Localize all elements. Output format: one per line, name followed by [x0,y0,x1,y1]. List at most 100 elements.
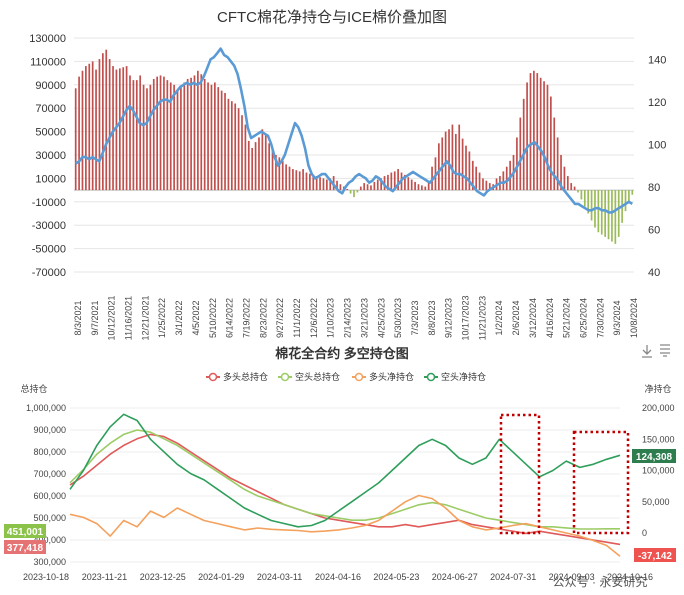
net-position-bar [349,190,352,194]
net-position-bar [95,69,97,191]
net-position-bar [98,59,101,191]
net-position-bar [159,75,162,191]
bottom-left-tick-label: 900,000 [33,425,66,435]
net-position-bar [207,82,209,191]
net-position-bar [261,129,264,191]
net-position-bar [326,179,328,191]
net-position-bar [427,180,430,191]
net-position-bar [410,179,413,191]
net-position-bar [438,143,440,191]
long-total-value-label-badge [4,540,46,554]
long-net-value-label-badge [634,548,676,562]
bottom-left-tick-label: 1,000,000 [26,403,66,413]
top-left-tick-label: 90000 [35,80,66,92]
top-x-tick-label: 12/21/2021 [140,295,150,340]
short-total-value-label: 451,001 [7,527,44,538]
net-position-bar [614,190,617,244]
top-x-tick-label: 11/1/2022 [292,298,302,337]
net-position-bar [329,178,332,191]
net-position-bar [366,184,369,191]
top-x-tick-label: 9/7/2021 [90,300,100,335]
net-position-bar [441,137,444,191]
top-x-tick-label: 10/12/2021 [107,295,117,340]
net-position-bar [536,73,539,191]
top-x-tick-label: 5/10/2022 [208,298,218,338]
net-position-bar [461,138,464,191]
net-position-bar [458,124,461,191]
bottom-x-tick-label: 2024-03-11 [257,572,302,582]
net-position-bar [424,186,427,191]
net-position-bar [146,88,148,191]
top-x-tick-label: 5/30/2023 [393,298,403,338]
top-right-tick-label: 80 [648,182,660,194]
net-position-bar [454,133,457,191]
bottom-right-tick-label: 150,000 [642,434,675,444]
top-x-tick-label: 1/25/2022 [157,298,167,338]
net-position-bar [631,190,634,195]
net-position-bar [573,186,576,191]
net-position-bar [478,172,481,191]
top-right-tick-label: 60 [648,224,660,236]
net-position-bar [115,69,118,191]
bottom-x-tick-label: 2023-11-21 [82,572,127,582]
net-position-bar [370,185,372,191]
net-position-bar [628,190,630,202]
net-position-bar [163,76,165,191]
net-position-bar [112,66,114,191]
net-position-bar [288,166,291,191]
top-left-tick-label: 110000 [30,56,66,68]
bottom-left-tick-label: 800,000 [33,447,66,457]
bottom-left-tick-label: 700,000 [33,469,66,479]
net-position-bar [580,190,583,200]
net-position-bar [305,172,308,191]
top-x-tick-label: 10/17/2023 [461,295,471,340]
net-position-bar [169,82,172,191]
net-position-bar [237,108,240,191]
legend-marker [208,372,218,382]
legend-label: 空头净持仓 [441,371,486,382]
net-position-bar [553,117,556,191]
bottom-x-tick-label: 2024-05-23 [373,572,419,582]
top-left-tick-label: 130000 [29,33,66,45]
net-position-bar [417,184,420,191]
short-net-value-label-badge [632,449,676,463]
net-position-bar [244,124,247,191]
net-position-bar [275,155,277,191]
bottom-right-tick-label: 100,000 [642,466,675,476]
highlight-box-october [572,430,630,535]
top-right-tick-label: 40 [648,267,660,279]
net-position-bar [118,68,121,191]
legend-label: 空头总持仓 [295,371,340,382]
net-position-bar [108,59,111,191]
net-position-bar [200,74,203,191]
net-position-bar [295,170,298,191]
bottom-chart-title: 棉花全合约 多空持仓图 [275,346,409,361]
top-x-tick-label: 7/3/2023 [410,300,420,335]
net-position-bar [522,98,525,191]
net-position-bar [451,124,454,191]
net-position-bar [404,174,406,191]
net-position-bar [268,143,270,191]
expand-icon[interactable] [660,344,670,357]
net-position-bar [550,96,552,191]
net-position-bar [387,174,389,191]
net-position-bar [214,82,216,191]
net-position-bar [173,84,175,191]
net-position-bar [604,190,606,237]
net-position-bar [142,84,145,191]
top-x-tick-label: 2/6/2024 [511,300,521,335]
short-total-value-label-badge [4,524,46,538]
top-x-tick-label: 8/23/2022 [258,298,268,338]
net-position-bar [166,80,169,191]
top-x-tick-label: 9/3/2024 [612,300,622,335]
download-icon[interactable] [642,345,652,358]
net-position-bar [91,61,94,191]
ice-price-line [75,47,633,214]
net-position-bar [88,63,91,191]
top-x-tick-label: 8/8/2023 [427,300,437,335]
net-position-bar [587,190,590,214]
top-x-tick-label: 8/3/2021 [73,300,83,335]
net-position-bar [475,166,478,191]
